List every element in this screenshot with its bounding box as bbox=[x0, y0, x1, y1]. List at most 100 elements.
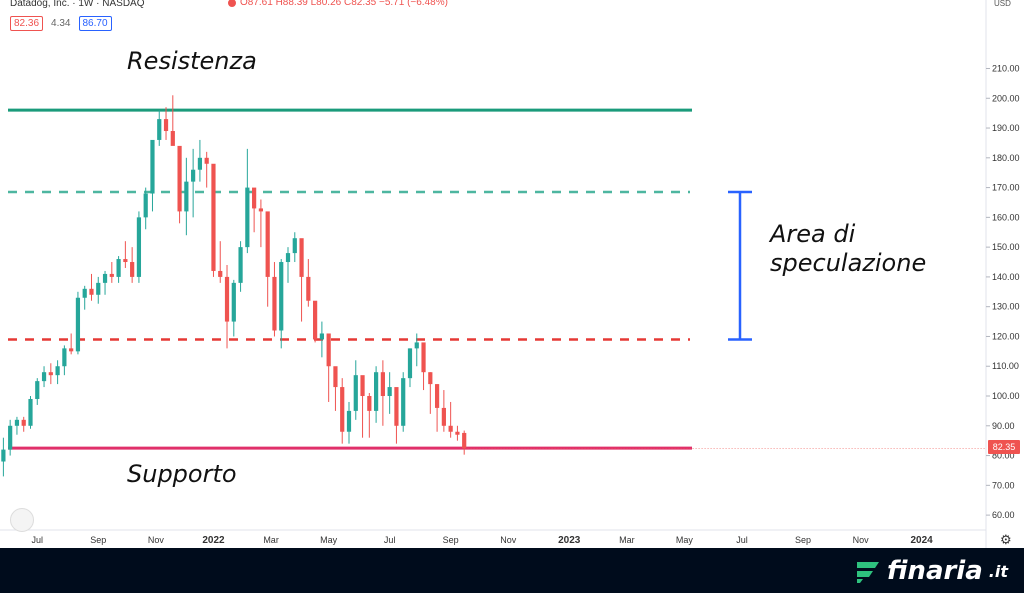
candle-body bbox=[258, 208, 264, 212]
x-tick-label: 2022 bbox=[202, 535, 225, 546]
candle-body bbox=[326, 333, 331, 367]
candle-body bbox=[380, 372, 385, 397]
ask-badge[interactable]: 86.70 bbox=[78, 16, 112, 31]
footer-bar: finaria .it bbox=[0, 548, 1024, 593]
candle-body bbox=[428, 372, 433, 385]
candle-body bbox=[55, 366, 60, 376]
y-tick-label: 70.00 bbox=[992, 480, 1015, 490]
candle-body bbox=[123, 259, 128, 263]
y-tick-label: 190.00 bbox=[992, 123, 1020, 133]
y-tick-label: 160.00 bbox=[992, 212, 1020, 222]
candle-body bbox=[204, 157, 209, 164]
symbol-title[interactable]: Datadog, Inc. · 1W · NASDAQ bbox=[10, 0, 145, 9]
bid-badge[interactable]: 82.36 bbox=[10, 16, 44, 31]
candle-body bbox=[333, 366, 338, 388]
candle-body bbox=[299, 238, 304, 277]
candle-body bbox=[407, 348, 413, 379]
candle-body bbox=[360, 375, 365, 397]
x-tick-label: Jul bbox=[384, 535, 396, 545]
y-tick-label: 110.00 bbox=[992, 361, 1019, 371]
x-tick-label: 2024 bbox=[910, 535, 933, 546]
candle-body bbox=[48, 372, 53, 376]
candle-body bbox=[150, 139, 155, 194]
candle-body bbox=[455, 431, 460, 435]
brand-name: finaria bbox=[886, 556, 983, 586]
x-tick-label: Sep bbox=[443, 535, 459, 545]
y-tick-label: 120.00 bbox=[992, 331, 1020, 341]
y-tick-label: 130.00 bbox=[992, 302, 1020, 312]
finaria-logo-icon bbox=[856, 562, 879, 583]
candle-body bbox=[285, 253, 291, 263]
candle-body bbox=[448, 425, 453, 432]
candle-body bbox=[265, 211, 270, 277]
x-tick-label: Mar bbox=[619, 535, 635, 545]
y-tick-label: 170.00 bbox=[992, 183, 1020, 193]
chart-area[interactable]: 60.00 70.00 80.00 90.00 100.00 110.00 120.00 13… bbox=[0, 0, 1024, 548]
speculation-label: Area di speculazione bbox=[770, 220, 927, 277]
x-tick-label: Jul bbox=[32, 535, 44, 545]
symbol-legend: Datadog, Inc. · 1W · NASDAQ bbox=[10, 0, 145, 10]
x-tick-label: Nov bbox=[500, 535, 517, 545]
candle-body bbox=[401, 378, 406, 426]
brand-tld: .it bbox=[988, 561, 1008, 581]
candle-body bbox=[414, 342, 419, 349]
candle-body bbox=[184, 181, 189, 212]
candle-body bbox=[252, 187, 257, 209]
candle-body bbox=[163, 119, 169, 132]
candle-body bbox=[421, 342, 426, 373]
candle-body bbox=[292, 238, 297, 254]
y-tick-label: 150.00 bbox=[992, 242, 1020, 252]
y-tick-label: 80.00 bbox=[992, 451, 1015, 461]
x-tick-label: Mar bbox=[263, 535, 279, 545]
candle-body bbox=[353, 375, 358, 411]
candle-body bbox=[434, 384, 440, 408]
candle-body bbox=[441, 407, 446, 426]
x-tick-label: May bbox=[676, 535, 694, 545]
candle-body bbox=[35, 381, 40, 399]
candle-body bbox=[394, 387, 399, 426]
candle-body bbox=[211, 163, 216, 271]
y-tick-label: 140.00 bbox=[992, 272, 1020, 282]
candle-body bbox=[231, 282, 236, 322]
x-tick-label: 2023 bbox=[558, 535, 581, 546]
candle-body bbox=[157, 119, 162, 140]
x-tick-label: Nov bbox=[853, 535, 870, 545]
price-badges: 82.36 4.34 86.70 bbox=[10, 16, 112, 31]
candle-body bbox=[197, 157, 203, 170]
candle-body bbox=[1, 449, 6, 462]
gear-icon[interactable]: ⚙ bbox=[1000, 532, 1012, 547]
candle-body bbox=[374, 372, 379, 411]
candle-body bbox=[82, 288, 87, 298]
candle-body bbox=[245, 187, 250, 248]
candle-body bbox=[75, 297, 81, 352]
candle-body bbox=[319, 333, 324, 340]
candle-body bbox=[143, 193, 148, 218]
y-tick-label: 60.00 bbox=[992, 510, 1015, 520]
x-tick-label: May bbox=[320, 535, 338, 545]
candle-body bbox=[69, 348, 74, 352]
candle-body bbox=[272, 276, 277, 331]
last-price-tag: 82.35 bbox=[988, 440, 1020, 454]
candle-body bbox=[346, 410, 352, 432]
candlestick-chart[interactable]: 60.00 70.00 80.00 90.00 100.00 110.00 120.00 13… bbox=[0, 0, 1024, 548]
candle-body bbox=[462, 432, 467, 449]
x-tick-label: Jul bbox=[736, 535, 748, 545]
candle-body bbox=[191, 169, 196, 182]
ohlc-readout: O87.61 H88.39 L80.26 C82.35 −5.71 (−6.48… bbox=[228, 0, 448, 8]
candle-body bbox=[96, 282, 101, 295]
candle-body bbox=[279, 262, 284, 331]
candle-body bbox=[218, 270, 223, 277]
brand-logo[interactable]: finaria .it bbox=[855, 556, 1008, 586]
support-label: Supporto bbox=[127, 460, 237, 488]
reset-view-icon[interactable] bbox=[10, 508, 34, 532]
y-tick-label: 200.00 bbox=[992, 93, 1020, 103]
spread-badge: 4.34 bbox=[47, 16, 75, 31]
candle-body bbox=[306, 276, 311, 301]
candle-body bbox=[170, 131, 175, 146]
x-tick-label: Sep bbox=[795, 535, 811, 545]
resistance-label: Resistenza bbox=[127, 47, 257, 75]
candle-body bbox=[89, 288, 94, 295]
price-axis-panel bbox=[986, 0, 1024, 548]
y-tick-label: 180.00 bbox=[992, 153, 1020, 163]
x-tick-label: Nov bbox=[148, 535, 165, 545]
